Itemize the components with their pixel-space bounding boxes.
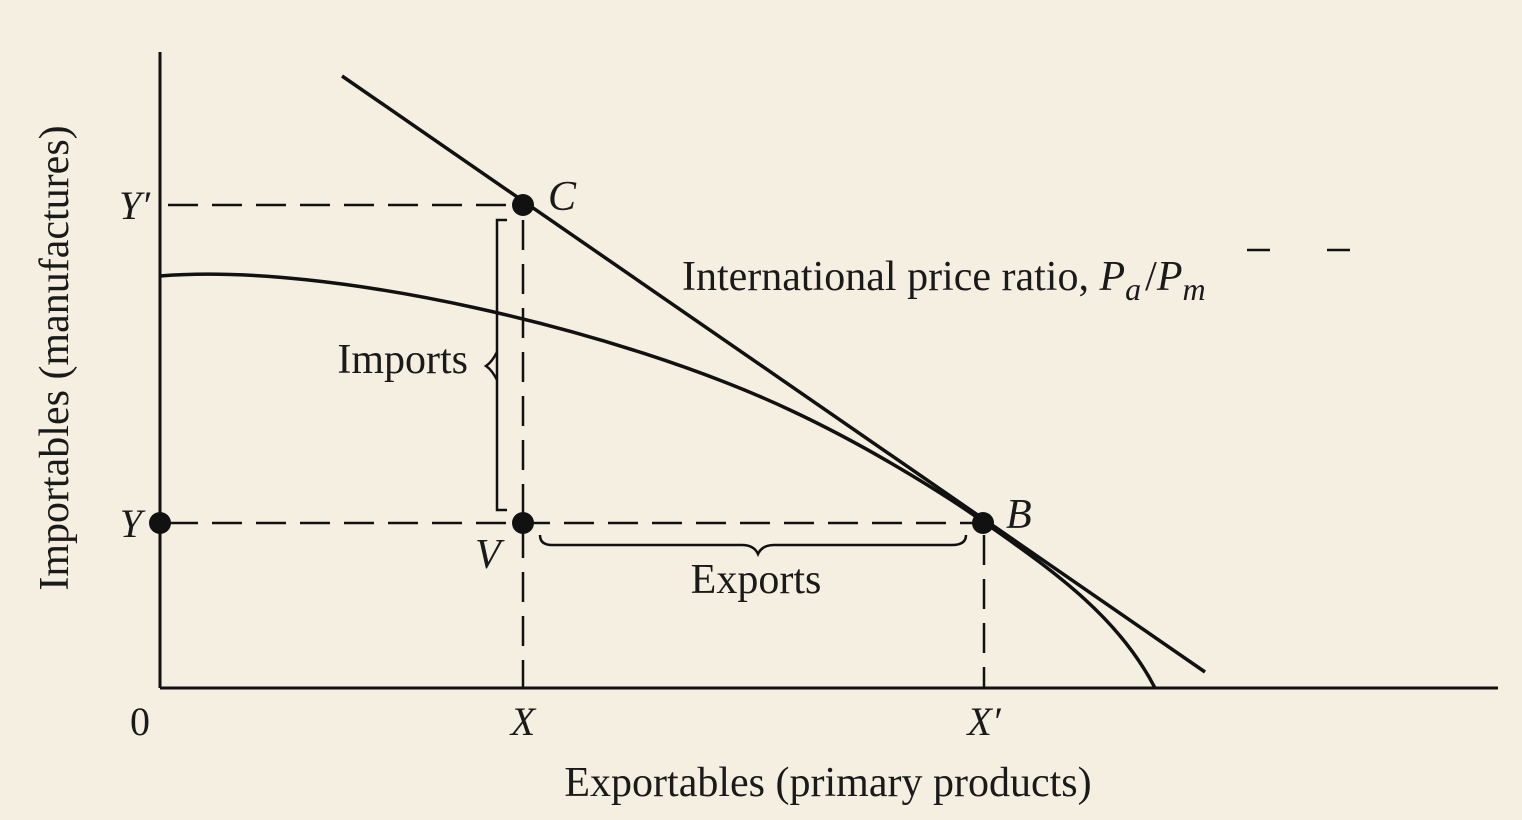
exports-brace — [538, 534, 968, 558]
y-tick-label: Y — [120, 501, 146, 546]
point-v — [512, 512, 534, 534]
point-b-label: B — [1006, 492, 1032, 538]
x-axis-label: Exportables (primary products) — [564, 760, 1091, 806]
imports-label: Imports — [337, 337, 468, 383]
price-ratio-pm: P — [1156, 254, 1183, 300]
price-ratio-text: International price ratio, — [682, 254, 1099, 300]
point-c-label: C — [548, 174, 577, 220]
price-ratio-label: International price ratio, Pa/Pm — [682, 254, 1206, 307]
y-axis-label: Importables (manufactures) — [32, 125, 78, 590]
point-b — [972, 512, 994, 534]
exports-label: Exports — [691, 557, 822, 603]
production-possibility-curve — [159, 272, 1157, 689]
x-tick-label: X — [509, 699, 537, 744]
point-v-label: V — [475, 532, 505, 578]
price-ratio-line — [341, 74, 1206, 674]
point-y — [149, 512, 171, 534]
y-prime-tick-label: Y′ — [119, 183, 151, 228]
origin-label: 0 — [130, 699, 150, 744]
price-ratio-a-subscript: a — [1125, 271, 1141, 307]
imports-bracket — [495, 218, 507, 512]
price-ratio-slash: / — [1145, 254, 1157, 300]
x-prime-tick-label: X′ — [965, 699, 1001, 744]
point-c — [512, 194, 534, 216]
price-ratio-m-subscript: m — [1182, 271, 1205, 307]
price-ratio-pa: P — [1098, 254, 1125, 300]
imports-brace-tick — [483, 351, 499, 381]
